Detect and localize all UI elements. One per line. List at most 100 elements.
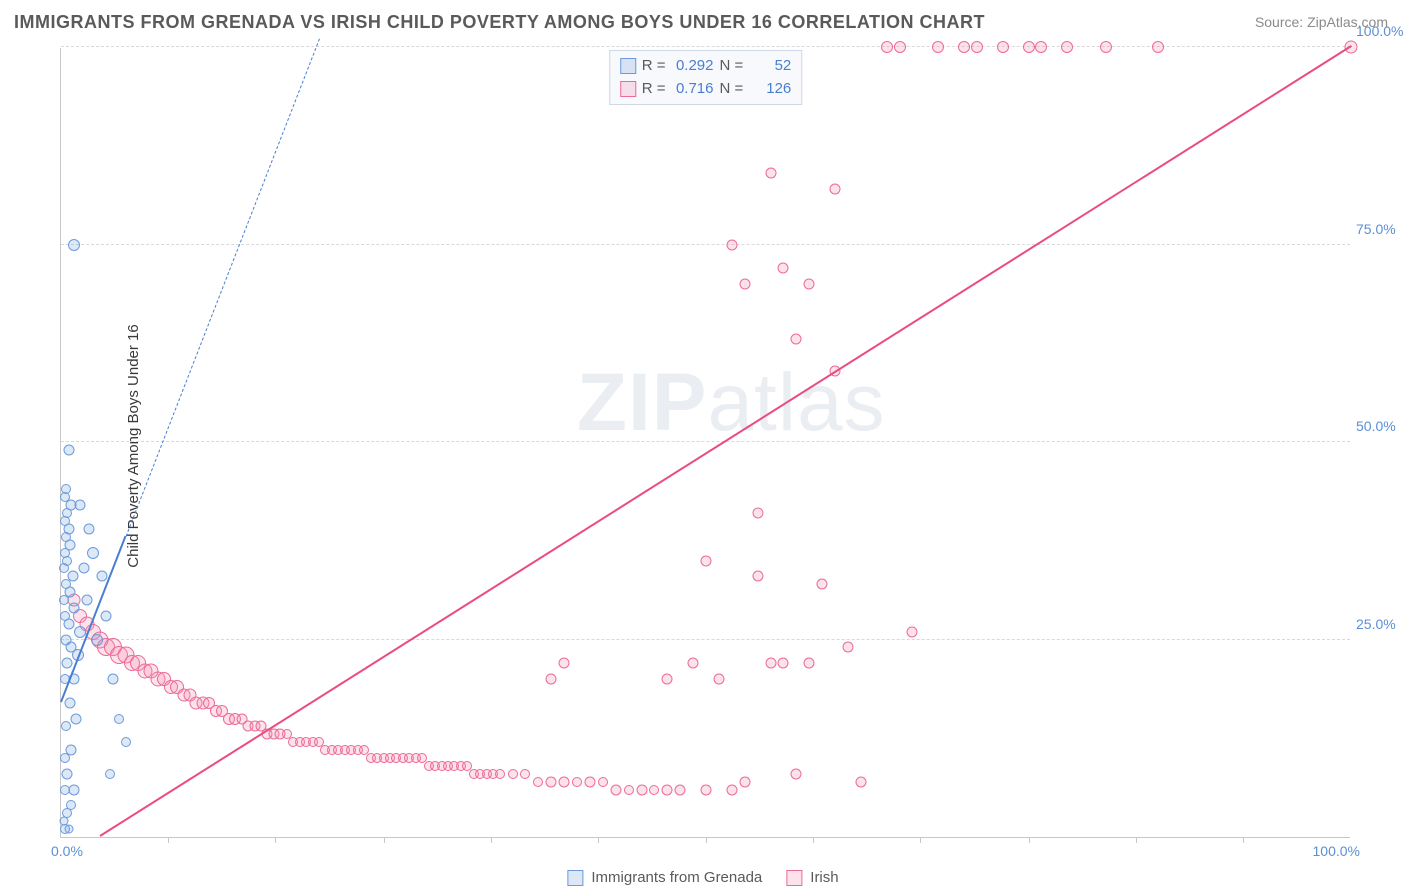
r-value: 0.292 xyxy=(672,55,714,78)
data-point xyxy=(105,769,115,779)
legend-label: Irish xyxy=(810,869,838,886)
data-point xyxy=(533,777,543,787)
x-axis-minor-tick xyxy=(1136,837,1137,843)
data-point xyxy=(101,610,112,621)
data-point xyxy=(765,168,776,179)
legend-label: Immigrants from Grenada xyxy=(591,869,762,886)
data-point xyxy=(60,611,70,621)
data-point xyxy=(68,602,79,613)
data-point xyxy=(662,784,673,795)
x-axis-minor-tick xyxy=(598,837,599,843)
data-point xyxy=(71,713,82,724)
data-point xyxy=(765,658,776,669)
y-axis-tick: 100.0% xyxy=(1356,23,1406,39)
data-point xyxy=(804,279,815,290)
data-point xyxy=(63,444,74,455)
data-point xyxy=(121,737,131,747)
data-point xyxy=(495,769,505,779)
data-point xyxy=(1023,41,1035,53)
legend-item-pink: Irish xyxy=(786,869,838,886)
data-point xyxy=(610,784,621,795)
data-point xyxy=(62,768,73,779)
data-point xyxy=(1061,41,1073,53)
data-point xyxy=(881,41,893,53)
swatch-blue-icon xyxy=(620,58,636,74)
data-point xyxy=(997,41,1009,53)
x-axis-minor-tick xyxy=(384,837,385,843)
data-point xyxy=(778,263,789,274)
data-point xyxy=(739,776,750,787)
data-point xyxy=(508,769,518,779)
data-point xyxy=(804,658,815,669)
data-point xyxy=(546,776,557,787)
data-point xyxy=(894,41,906,53)
swatch-pink-icon xyxy=(786,870,802,886)
data-point xyxy=(932,41,944,53)
legend-item-blue: Immigrants from Grenada xyxy=(567,869,762,886)
data-point xyxy=(107,674,118,685)
x-axis-tick-max: 100.0% xyxy=(1313,843,1360,859)
x-axis-minor-tick xyxy=(920,837,921,843)
data-point xyxy=(971,41,983,53)
y-axis-tick: 75.0% xyxy=(1356,221,1406,237)
data-point xyxy=(546,674,557,685)
data-point xyxy=(726,239,737,250)
data-point xyxy=(68,239,80,251)
data-point xyxy=(87,547,99,559)
data-point xyxy=(636,784,647,795)
chart-title: IMMIGRANTS FROM GRENADA VS IRISH CHILD P… xyxy=(14,12,985,33)
data-point xyxy=(66,800,76,810)
data-point xyxy=(855,776,866,787)
data-point xyxy=(66,642,77,653)
data-point xyxy=(791,334,802,345)
data-point xyxy=(559,658,570,669)
legend: Immigrants from Grenada Irish xyxy=(567,869,838,886)
stats-row-pink: R = 0.716 N = 126 xyxy=(620,78,792,101)
gridline xyxy=(61,244,1350,245)
data-point xyxy=(907,626,918,637)
n-label: N = xyxy=(720,55,744,78)
data-point xyxy=(752,571,763,582)
r-label: R = xyxy=(642,78,666,101)
x-axis-minor-tick xyxy=(813,837,814,843)
r-value: 0.716 xyxy=(672,78,714,101)
r-label: R = xyxy=(642,55,666,78)
n-value: 126 xyxy=(749,78,791,101)
data-point xyxy=(675,784,686,795)
data-point xyxy=(84,523,95,534)
x-axis-minor-tick xyxy=(168,837,169,843)
x-axis-tick-min: 0.0% xyxy=(51,843,83,859)
swatch-pink-icon xyxy=(620,81,636,97)
gridline xyxy=(61,639,1350,640)
data-point xyxy=(701,555,712,566)
data-point xyxy=(114,714,124,724)
source-label: Source: xyxy=(1255,14,1307,30)
data-point xyxy=(520,769,530,779)
data-point xyxy=(739,279,750,290)
data-point xyxy=(64,825,73,834)
data-point xyxy=(1035,41,1047,53)
data-point xyxy=(67,571,78,582)
x-axis-minor-tick xyxy=(706,837,707,843)
data-point xyxy=(1152,41,1164,53)
data-point xyxy=(62,658,73,669)
data-point xyxy=(68,784,79,795)
watermark-bold: ZIP xyxy=(577,357,708,448)
data-point xyxy=(584,776,595,787)
data-point xyxy=(752,508,763,519)
data-point xyxy=(624,785,634,795)
data-point xyxy=(791,768,802,779)
data-point xyxy=(688,658,699,669)
data-point xyxy=(1100,41,1112,53)
data-point xyxy=(61,484,71,494)
data-point xyxy=(61,721,71,731)
data-point xyxy=(713,674,724,685)
data-point xyxy=(65,697,76,708)
data-point xyxy=(81,595,92,606)
data-point xyxy=(830,184,841,195)
data-point xyxy=(598,777,608,787)
data-point xyxy=(842,642,853,653)
correlation-stats-box: R = 0.292 N = 52 R = 0.716 N = 126 xyxy=(609,50,803,105)
data-point xyxy=(662,674,673,685)
x-axis-minor-tick xyxy=(275,837,276,843)
